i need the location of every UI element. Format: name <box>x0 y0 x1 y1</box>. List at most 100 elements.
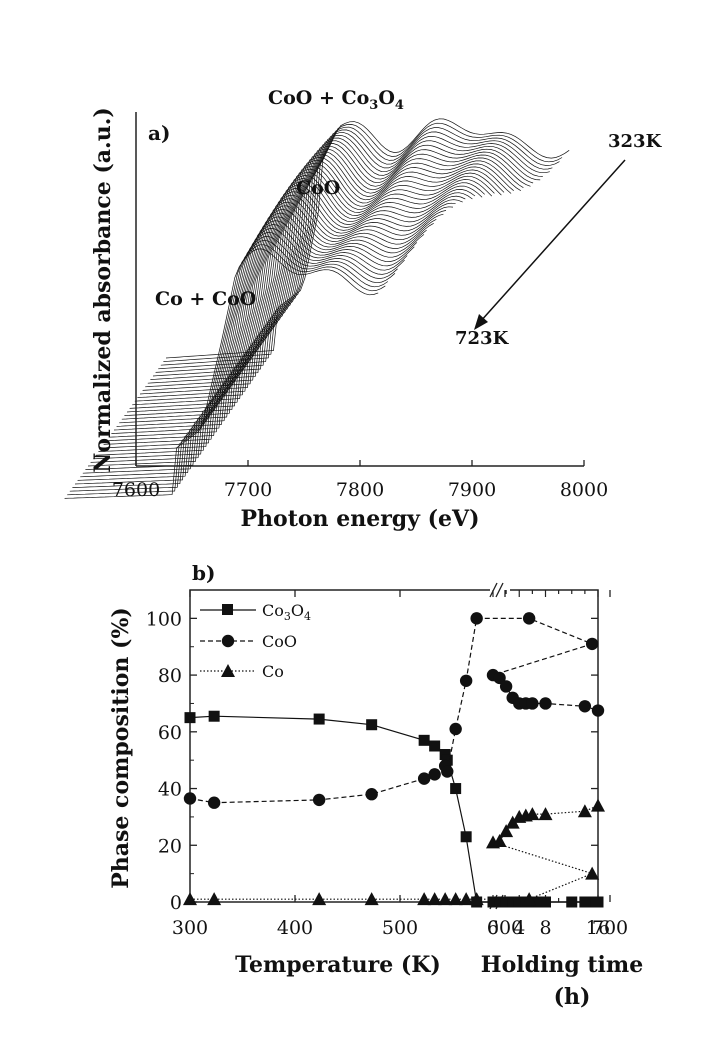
spectrum-line <box>124 165 493 416</box>
spectrum-line <box>85 216 418 470</box>
panel-b-y-axis-title: Phase composition (%) <box>108 607 134 889</box>
holding-tick-label: 0 <box>487 917 499 939</box>
data-point-co <box>417 892 432 906</box>
data-point-co <box>492 834 507 848</box>
y-tick-label: 80 <box>158 665 182 687</box>
data-point-coo <box>312 793 326 807</box>
spectrum-line <box>139 148 521 395</box>
data-point-coo <box>207 796 221 809</box>
data-point-co3o4 <box>500 896 512 908</box>
holding-tick-label: 4 <box>513 917 525 939</box>
spectrum-line <box>132 157 505 406</box>
axis-break-marks <box>489 582 504 910</box>
panel-b-plot-frame <box>189 589 599 903</box>
annotation-723k: 723K <box>455 328 510 349</box>
legend-label-co3o4: Co3O4 <box>262 601 311 623</box>
data-point-co <box>364 892 379 906</box>
data-point-co <box>459 892 474 906</box>
y-tick-label: 20 <box>158 835 182 857</box>
spectrum-line <box>82 220 415 474</box>
data-point-co3o4 <box>566 896 578 908</box>
data-point-co3o4 <box>429 740 441 752</box>
temperature-tick-label: 300 <box>172 917 208 939</box>
data-point-coo <box>365 788 378 801</box>
holding-tick-label: 8 <box>539 917 551 939</box>
series-line-coo <box>189 617 599 804</box>
legend-marker-coo <box>221 634 235 648</box>
spectrum-line <box>74 232 398 485</box>
panel-a-x-ticks: 7600 7700 7800 7900 8000 <box>112 460 608 501</box>
data-point-coo <box>585 637 599 651</box>
spectrum-line <box>80 224 408 478</box>
spectrum-line <box>64 248 379 499</box>
data-point-co3o4 <box>366 719 378 731</box>
data-point-coo <box>449 722 462 736</box>
panel-a-x-tick-label: 7700 <box>224 479 272 501</box>
annotation-co-coo: Co + CoO <box>155 288 256 310</box>
data-point-coo <box>428 768 441 781</box>
data-point-coo <box>441 765 454 778</box>
data-point-co <box>585 866 600 880</box>
spectra-group <box>64 118 570 499</box>
panel-a-x-tick-label: 7800 <box>336 479 384 501</box>
panel-a-x-axis-title: Photon energy (eV) <box>241 506 480 532</box>
data-point-co3o4 <box>450 783 462 795</box>
spectrum-line <box>158 129 553 370</box>
spectrum-line <box>72 236 396 488</box>
data-point-co <box>505 815 520 829</box>
data-point-coo <box>459 674 473 687</box>
data-point-coo <box>522 612 536 625</box>
data-point-co3o4 <box>513 896 525 908</box>
data-point-co3o4 <box>494 896 506 908</box>
spectrum-line <box>77 228 405 481</box>
temperature-axis-title: Temperature (K) <box>235 952 441 978</box>
data-point-co <box>499 824 514 838</box>
data-point-coo <box>499 680 513 693</box>
data-point-co3o4 <box>579 896 591 908</box>
spectrum-line <box>137 151 514 398</box>
legend-marker-co3o4 <box>222 604 233 615</box>
data-point-co3o4 <box>540 896 551 908</box>
panel-a-label: a) <box>148 121 170 145</box>
spectrum-line <box>103 191 454 445</box>
spectrum-line <box>165 118 570 359</box>
panel-a-x-tick-label: 7900 <box>448 479 496 501</box>
temperature-tick-label: 600 <box>487 917 523 939</box>
spectrum-line <box>90 208 427 463</box>
data-point-co3o4 <box>184 712 196 724</box>
data-point-co3o4 <box>460 831 472 843</box>
spectrum-line <box>145 143 531 388</box>
spectrum-line <box>155 132 550 373</box>
legend: Co3O4 CoO Co <box>200 601 311 681</box>
temperature-tick-label: 400 <box>277 917 313 939</box>
data-point-co3o4 <box>507 896 519 908</box>
temperature-arrow <box>479 159 626 323</box>
panel-b-label: b) <box>192 561 215 585</box>
data-point-coo <box>417 772 431 785</box>
series-line-co3o4 <box>189 715 598 903</box>
data-point-coo <box>183 792 197 805</box>
spectrum-line <box>116 175 476 427</box>
spectrum-line <box>126 162 495 413</box>
y-tick-label: 40 <box>158 779 182 801</box>
data-point-co <box>183 892 197 906</box>
data-point-co <box>538 807 553 821</box>
data-point-co <box>469 892 484 906</box>
y-tick-label: 0 <box>170 892 182 914</box>
holding-time-axis-title: Holding time <box>481 952 643 978</box>
data-point-coo <box>591 704 605 717</box>
data-point-co <box>448 892 463 906</box>
spectrum-line <box>113 178 473 431</box>
holding-tick-label: 16 <box>586 917 610 939</box>
data-point-co3o4 <box>208 710 220 722</box>
data-point-coo <box>493 671 506 685</box>
data-point-co3o4 <box>439 749 451 761</box>
data-point-co3o4 <box>313 713 325 725</box>
y-tick-label: 60 <box>158 722 182 744</box>
legend-label-co: Co <box>262 662 284 681</box>
y-tick-label: 100 <box>146 608 182 630</box>
data-point-co <box>312 892 327 906</box>
spectrum-line <box>134 154 512 402</box>
